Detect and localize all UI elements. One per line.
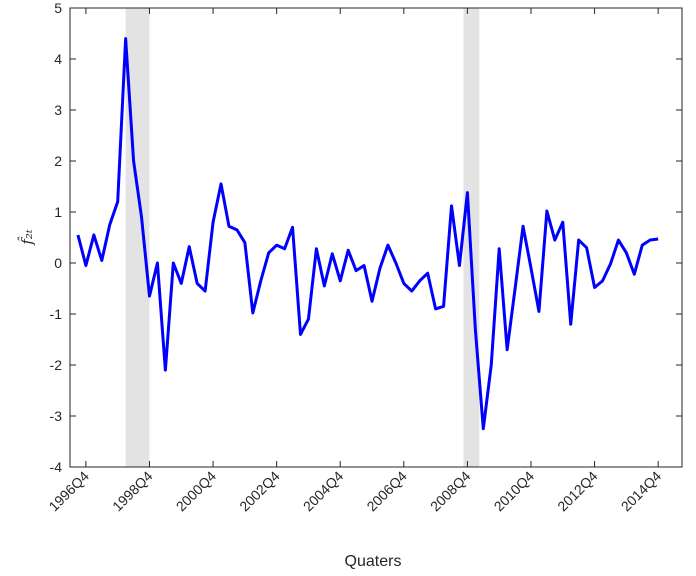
y-tick-label: 5 [54, 0, 62, 16]
y-tick-label: -3 [50, 408, 63, 424]
y-tick-label: 4 [54, 51, 62, 67]
x-tick-label: 2002Q4 [236, 468, 283, 515]
y-tick-label: 3 [54, 102, 62, 118]
x-tick-label: 2006Q4 [363, 468, 410, 515]
y-tick-label: 0 [54, 255, 62, 271]
x-tick-label: 2014Q4 [618, 468, 665, 515]
y-tick-label: 1 [54, 204, 62, 220]
x-tick-label: 2000Q4 [173, 468, 220, 515]
x-axis-label: Quaters [345, 553, 402, 570]
y-tick-label: -2 [50, 357, 63, 373]
x-tick-label: 2012Q4 [554, 468, 601, 515]
data-line [76, 37, 659, 431]
x-tick-label: 2004Q4 [300, 468, 347, 515]
plot-frame [69, 7, 683, 468]
x-tick-label: 1998Q4 [109, 468, 156, 515]
y-tick-label: -1 [50, 306, 63, 322]
y-tick-label: 2 [54, 153, 62, 169]
y-axis-label: f̂₂ₜ [18, 229, 36, 246]
x-tick-label: 2008Q4 [427, 468, 474, 515]
y-tick-label: -4 [50, 459, 63, 475]
x-tick-label: 2010Q4 [491, 468, 538, 515]
